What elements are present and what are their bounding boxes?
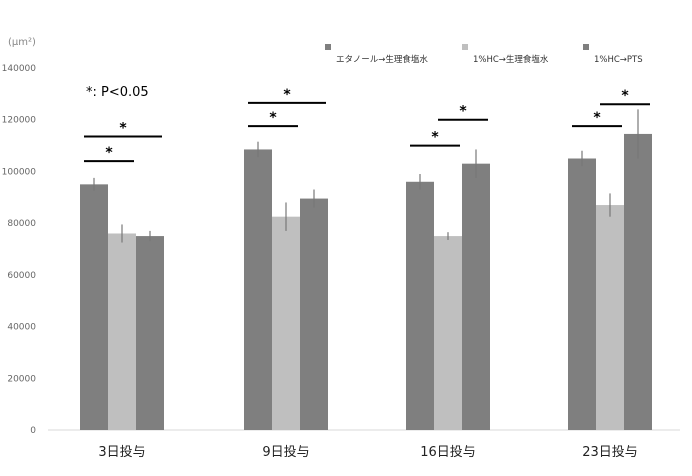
significance-star: * bbox=[621, 88, 629, 104]
bar bbox=[136, 236, 164, 430]
significance-star: * bbox=[269, 110, 277, 126]
x-category-label: 9日投与 bbox=[262, 444, 309, 460]
legend-label: 1%HC→PTS bbox=[594, 55, 643, 65]
bar-series bbox=[80, 133, 652, 430]
y-axis: 0 20000 40000 60000 80000 100000 120000 140000 bbox=[2, 64, 37, 436]
significance-star: * bbox=[105, 145, 113, 161]
bar bbox=[80, 184, 108, 430]
y-tick-label: 40000 bbox=[7, 323, 36, 333]
y-tick-label: 60000 bbox=[7, 271, 36, 281]
y-tick-label: 0 bbox=[30, 426, 36, 436]
bar bbox=[300, 198, 328, 430]
significance-markers: * * * * * * * * bbox=[84, 87, 650, 163]
y-tick-label: 120000 bbox=[2, 116, 37, 126]
bar bbox=[272, 216, 300, 430]
y-tick-label: 100000 bbox=[2, 167, 37, 177]
y-tick-label: 140000 bbox=[2, 64, 37, 74]
legend: エタノール→生理食塩水 1%HC→生理食塩水 1%HC→PTS bbox=[325, 44, 643, 65]
x-category-label: 3日投与 bbox=[98, 444, 145, 460]
bar bbox=[434, 236, 462, 430]
legend-label: エタノール→生理食塩水 bbox=[336, 54, 428, 65]
x-category-label: 16日投与 bbox=[420, 444, 476, 460]
bar bbox=[108, 233, 136, 430]
x-category-label: 23日投与 bbox=[582, 444, 638, 460]
bar bbox=[406, 181, 434, 430]
y-tick-label: 80000 bbox=[7, 219, 36, 229]
legend-label: 1%HC→生理食塩水 bbox=[473, 54, 549, 65]
significance-star: * bbox=[119, 121, 127, 137]
bar bbox=[462, 163, 490, 430]
legend-swatch bbox=[325, 44, 331, 50]
y-unit-label: (µm²) bbox=[8, 37, 36, 48]
legend-swatch bbox=[462, 44, 468, 50]
bar bbox=[244, 149, 272, 430]
significance-star: * bbox=[431, 130, 439, 146]
bar bbox=[624, 133, 652, 430]
x-axis: 3日投与 9日投与 16日投与 23日投与 bbox=[98, 444, 637, 460]
significance-star: * bbox=[593, 110, 601, 126]
bar bbox=[568, 158, 596, 430]
significance-star: * bbox=[459, 104, 467, 120]
significance-note: *: P<0.05 bbox=[86, 85, 149, 100]
error-bars bbox=[93, 109, 639, 243]
significance-star: * bbox=[283, 87, 291, 103]
bar bbox=[596, 205, 624, 430]
y-tick-label: 20000 bbox=[7, 374, 36, 384]
legend-swatch bbox=[583, 44, 589, 50]
